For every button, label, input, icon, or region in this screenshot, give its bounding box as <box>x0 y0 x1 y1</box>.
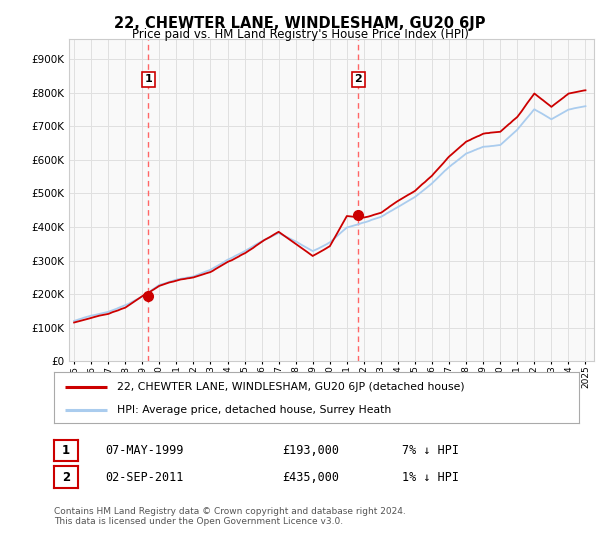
Text: 22, CHEWTER LANE, WINDLESHAM, GU20 6JP: 22, CHEWTER LANE, WINDLESHAM, GU20 6JP <box>114 16 486 31</box>
Text: 1% ↓ HPI: 1% ↓ HPI <box>402 470 459 484</box>
Text: £435,000: £435,000 <box>282 470 339 484</box>
Text: HPI: Average price, detached house, Surrey Heath: HPI: Average price, detached house, Surr… <box>117 405 391 415</box>
Text: 2: 2 <box>62 470 70 484</box>
Text: 02-SEP-2011: 02-SEP-2011 <box>105 470 184 484</box>
Text: 2: 2 <box>355 74 362 85</box>
Text: 22, CHEWTER LANE, WINDLESHAM, GU20 6JP (detached house): 22, CHEWTER LANE, WINDLESHAM, GU20 6JP (… <box>117 381 464 391</box>
Text: 1: 1 <box>62 444 70 458</box>
Text: 7% ↓ HPI: 7% ↓ HPI <box>402 444 459 458</box>
Text: 07-MAY-1999: 07-MAY-1999 <box>105 444 184 458</box>
Text: Price paid vs. HM Land Registry's House Price Index (HPI): Price paid vs. HM Land Registry's House … <box>131 28 469 41</box>
Text: 1: 1 <box>145 74 152 85</box>
Text: Contains HM Land Registry data © Crown copyright and database right 2024.
This d: Contains HM Land Registry data © Crown c… <box>54 507 406 526</box>
Text: £193,000: £193,000 <box>282 444 339 458</box>
